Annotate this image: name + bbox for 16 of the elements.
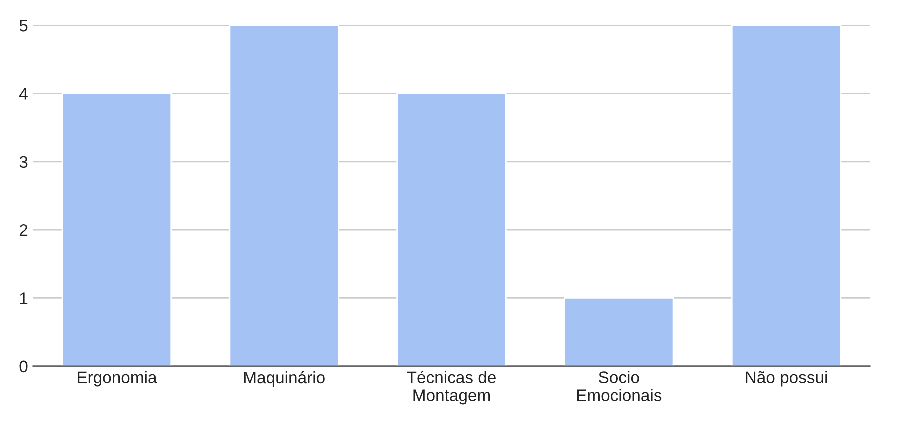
x-tick-label: Ergonomia <box>78 371 158 387</box>
x-tick-label: Técnicas de Montagem <box>407 371 496 405</box>
x-tick-label: Não possui <box>746 371 828 387</box>
x-tick-label: Socio Emocionais <box>577 371 662 402</box>
y-tick-label: 5 <box>20 20 28 32</box>
y-tick-label: 3 <box>20 156 28 168</box>
y-tick-label: 2 <box>20 224 28 236</box>
bar <box>731 26 842 366</box>
bar <box>229 26 340 366</box>
y-tick-label: 0 <box>20 360 28 373</box>
y-tick-label: 1 <box>20 292 28 304</box>
y-tick-label: 4 <box>20 88 28 100</box>
bar <box>396 93 507 366</box>
bar <box>62 93 172 366</box>
x-tick-label: Maquinário <box>244 371 325 387</box>
bar <box>564 298 674 366</box>
